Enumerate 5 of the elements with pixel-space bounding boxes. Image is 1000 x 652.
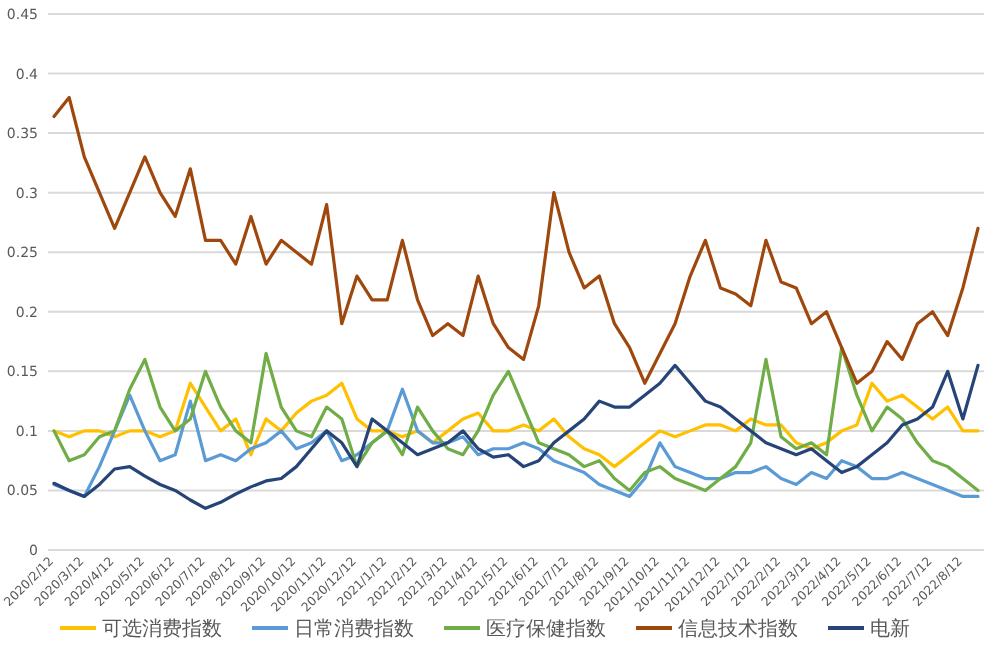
legend-label: 可选消费指数 (102, 617, 222, 641)
legend-label: 日常消费指数 (294, 617, 414, 641)
legend-label: 信息技术指数 (678, 617, 798, 641)
legend-label: 电新 (870, 617, 910, 641)
legend-label: 医疗保健指数 (486, 617, 606, 641)
